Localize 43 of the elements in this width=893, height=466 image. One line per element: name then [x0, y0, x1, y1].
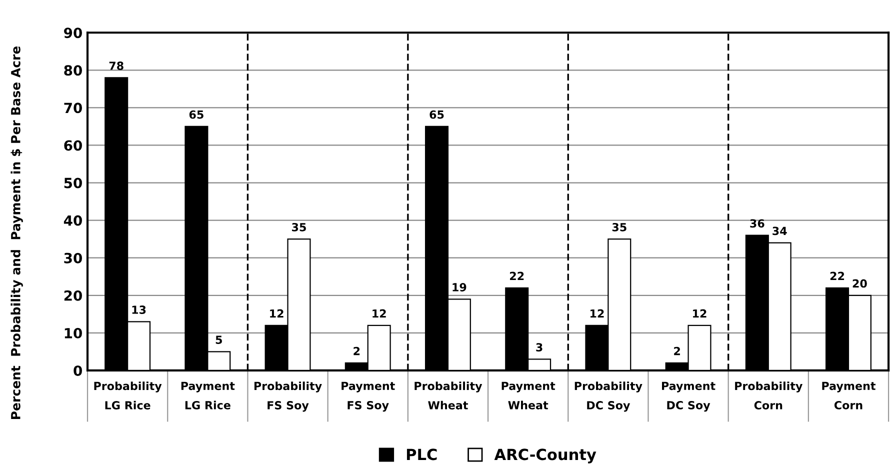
- x-tick-label: Payment DC Soy: [662, 382, 716, 412]
- data-label: 12: [372, 309, 386, 318]
- data-label: 34: [772, 226, 787, 236]
- x-tick-label: Probability Wheat: [414, 382, 482, 410]
- data-label: 19: [452, 283, 466, 292]
- y-tick-label: 30: [64, 252, 82, 264]
- y-tick-label: 20: [64, 290, 82, 301]
- data-label: 35: [292, 222, 306, 232]
- data-label: 5: [216, 336, 222, 344]
- x-tick-label: Payment FS Soy: [342, 382, 395, 412]
- data-label: 13: [132, 306, 146, 314]
- y-tick-label: 80: [64, 65, 82, 76]
- y-tick-label: 10: [64, 328, 82, 338]
- y-tick-label: 40: [64, 215, 82, 226]
- data-label: 36: [750, 219, 764, 228]
- data-label: 2: [354, 346, 360, 356]
- data-label: 2: [674, 346, 680, 356]
- data-label: 20: [852, 279, 867, 288]
- data-label: 22: [830, 272, 844, 280]
- data-label: 65: [430, 110, 444, 119]
- y-tick-label: 50: [64, 178, 82, 188]
- data-label: 22: [510, 272, 524, 280]
- data-label: 35: [612, 222, 626, 232]
- legend-label: ARC-County: [494, 448, 596, 464]
- x-tick-label: Payment Corn: [822, 382, 876, 410]
- legend-label: PLC: [406, 448, 437, 460]
- x-tick-label: Payment LG Rice: [181, 382, 235, 410]
- x-tick-label: Probability Corn: [735, 382, 802, 410]
- x-tick-label: Probability FS Soy: [254, 382, 322, 412]
- data-label: 78: [109, 62, 124, 70]
- y-tick-label: 0: [74, 365, 82, 376]
- y-tick-label: 70: [64, 102, 82, 114]
- x-tick-label: Probability LG Rice: [94, 382, 162, 410]
- data-label: 12: [693, 309, 706, 318]
- data-label: 65: [189, 110, 204, 119]
- x-tick-label: Payment Wheat: [502, 382, 556, 410]
- data-label: 12: [590, 309, 604, 318]
- y-axis-title: Percent Probability and Payment in $ Per Base Acre: [10, 46, 23, 419]
- data-label: 3: [536, 343, 542, 352]
- y-tick-label: 90: [64, 28, 82, 38]
- data-label: 12: [270, 309, 284, 318]
- x-tick-label: Probability DC Soy: [574, 382, 642, 412]
- y-tick-label: 60: [64, 140, 82, 151]
